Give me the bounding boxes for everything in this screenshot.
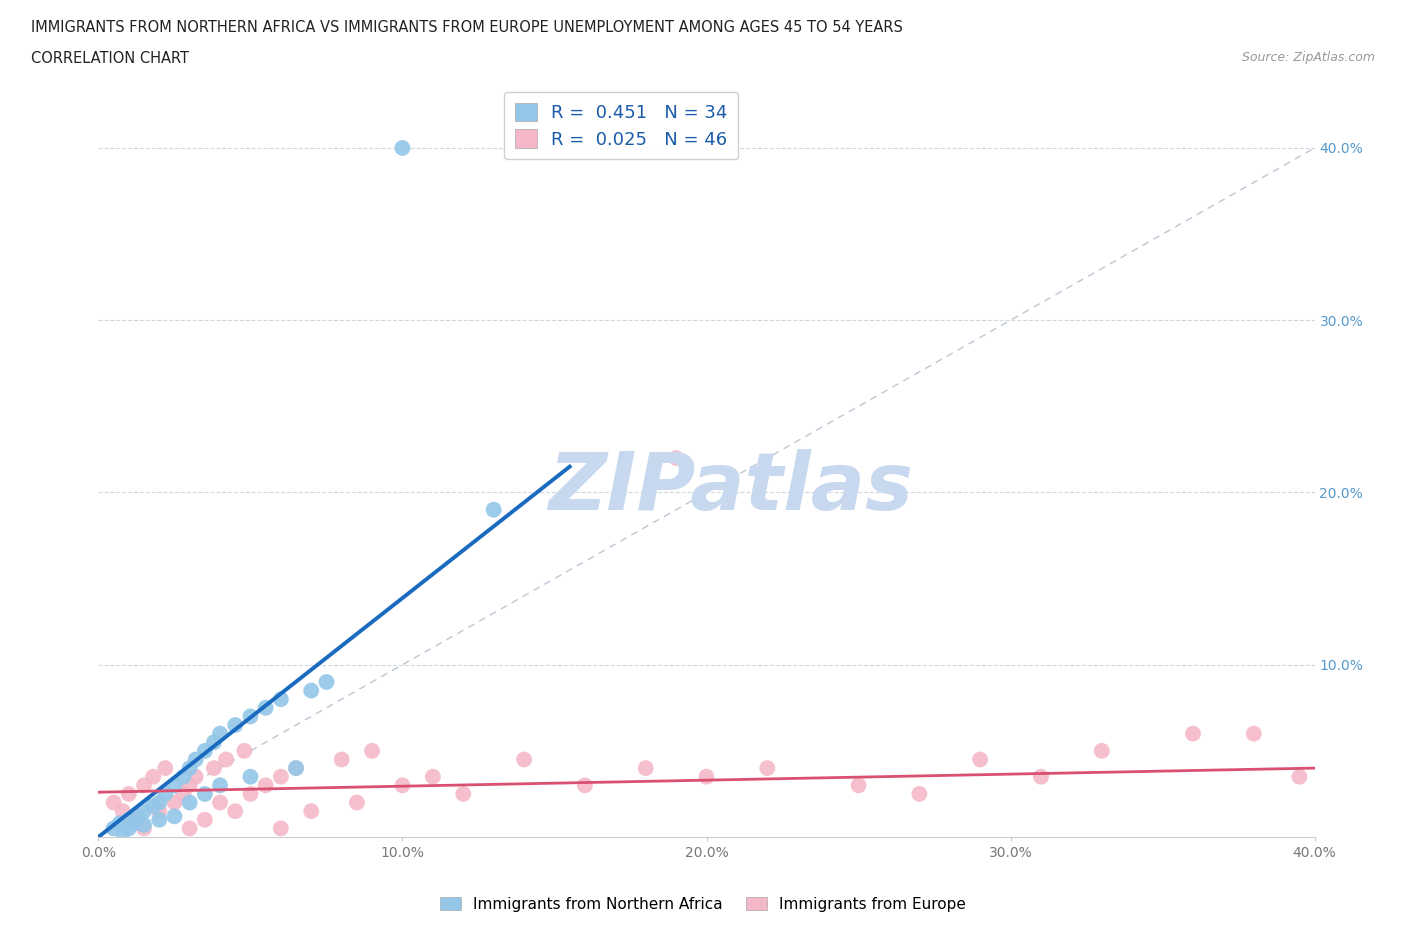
Point xyxy=(270,692,292,707)
Point xyxy=(391,777,413,792)
Point xyxy=(285,761,308,776)
Point xyxy=(299,804,322,818)
Text: IMMIGRANTS FROM NORTHERN AFRICA VS IMMIGRANTS FROM EUROPE UNEMPLOYMENT AMONG AGE: IMMIGRANTS FROM NORTHERN AFRICA VS IMMIG… xyxy=(31,20,903,35)
Point xyxy=(285,761,308,776)
Point xyxy=(163,777,186,792)
Point xyxy=(103,821,125,836)
Point xyxy=(696,769,718,784)
Point xyxy=(270,769,292,784)
Point xyxy=(148,804,170,818)
Point xyxy=(148,795,170,810)
Point xyxy=(254,700,277,715)
Point xyxy=(209,777,232,792)
Point xyxy=(155,761,177,776)
Point xyxy=(179,795,201,810)
Point xyxy=(422,769,444,784)
Point xyxy=(233,743,256,758)
Point xyxy=(124,816,146,830)
Point xyxy=(103,795,125,810)
Point xyxy=(179,821,201,836)
Point xyxy=(209,726,232,741)
Point xyxy=(124,812,146,827)
Legend: Immigrants from Northern Africa, Immigrants from Europe: Immigrants from Northern Africa, Immigra… xyxy=(433,890,973,918)
Point xyxy=(179,777,201,792)
Point xyxy=(142,769,165,784)
Point xyxy=(908,787,931,802)
Point xyxy=(239,709,262,724)
Point xyxy=(224,718,246,733)
Point xyxy=(194,743,217,758)
Point xyxy=(270,821,292,836)
Point xyxy=(163,795,186,810)
Text: Source: ZipAtlas.com: Source: ZipAtlas.com xyxy=(1241,51,1375,64)
Point xyxy=(111,804,134,818)
Point xyxy=(184,769,207,784)
Point xyxy=(1182,726,1205,741)
Point xyxy=(574,777,596,792)
Point xyxy=(202,761,225,776)
Point xyxy=(315,674,337,689)
Point xyxy=(848,777,870,792)
Point xyxy=(132,817,155,832)
Point xyxy=(111,824,134,839)
Point xyxy=(634,761,657,776)
Point xyxy=(118,812,141,827)
Point xyxy=(969,752,991,767)
Point xyxy=(1091,743,1114,758)
Text: CORRELATION CHART: CORRELATION CHART xyxy=(31,51,188,66)
Point xyxy=(202,735,225,750)
Point xyxy=(209,795,232,810)
Point xyxy=(665,451,688,466)
Point xyxy=(299,684,322,698)
Point xyxy=(391,140,413,155)
Point xyxy=(118,821,141,836)
Point xyxy=(127,809,149,824)
Point xyxy=(215,752,238,767)
Point xyxy=(148,812,170,827)
Point xyxy=(118,787,141,802)
Point xyxy=(513,752,536,767)
Point xyxy=(482,502,505,517)
Point xyxy=(1243,726,1265,741)
Point xyxy=(179,761,201,776)
Point xyxy=(163,809,186,824)
Point xyxy=(1288,769,1310,784)
Point xyxy=(184,752,207,767)
Point xyxy=(254,777,277,792)
Point xyxy=(194,787,217,802)
Point xyxy=(108,816,131,830)
Point xyxy=(756,761,779,776)
Legend: R =  0.451   N = 34, R =  0.025   N = 46: R = 0.451 N = 34, R = 0.025 N = 46 xyxy=(505,92,738,159)
Point xyxy=(142,799,165,814)
Point xyxy=(173,769,195,784)
Point xyxy=(173,787,195,802)
Point xyxy=(453,787,475,802)
Point xyxy=(330,752,353,767)
Point xyxy=(132,804,155,818)
Point xyxy=(361,743,384,758)
Point xyxy=(155,787,177,802)
Point xyxy=(239,769,262,784)
Point xyxy=(1029,769,1052,784)
Point xyxy=(132,821,155,836)
Point xyxy=(132,777,155,792)
Point xyxy=(224,804,246,818)
Point xyxy=(239,787,262,802)
Point xyxy=(194,812,217,827)
Point xyxy=(346,795,368,810)
Text: ZIPatlas: ZIPatlas xyxy=(548,449,914,527)
